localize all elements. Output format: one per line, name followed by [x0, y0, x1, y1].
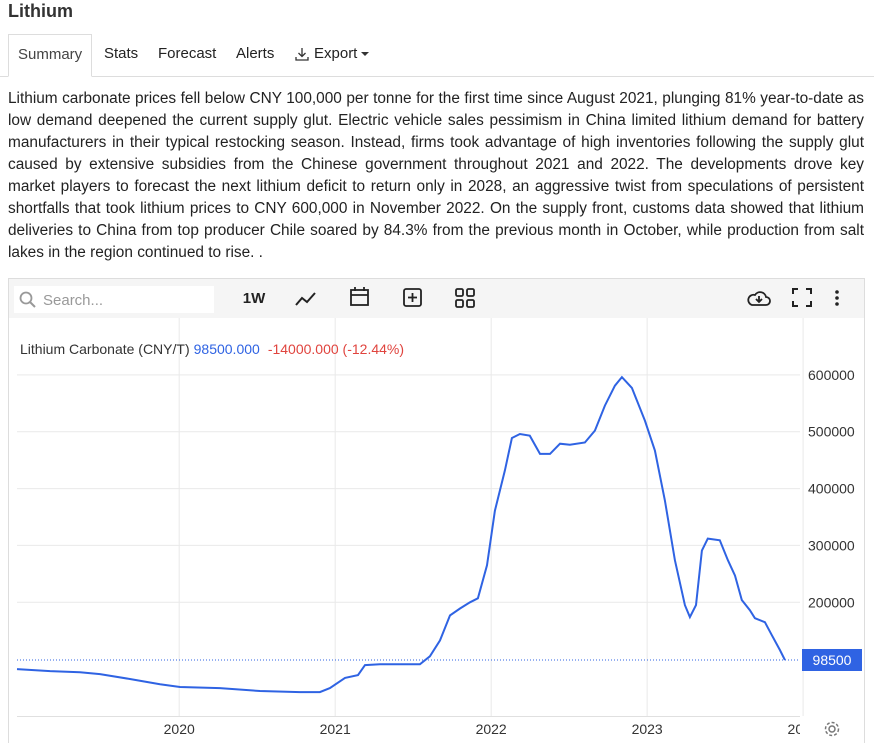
y-tick-label: 200000 [808, 594, 855, 610]
search-icon [19, 291, 33, 305]
settings-button[interactable] [824, 721, 840, 737]
date-button[interactable] [350, 287, 369, 306]
y-tick-label: 300000 [808, 537, 855, 553]
tab[interactable]: Forecast [158, 45, 217, 62]
y-tick-label: 400000 [808, 481, 855, 497]
x-tick-label: 2023 [632, 721, 663, 737]
legend-change: -14000.000 (-12.44%) [268, 341, 404, 357]
x-tick-label: 2021 [320, 721, 351, 737]
download-icon [295, 48, 309, 61]
y-tick-label: 600000 [808, 367, 855, 383]
x-tick-label: 2020 [164, 721, 195, 737]
tab[interactable]: Summary [8, 34, 93, 77]
tab[interactable]: Export [314, 45, 358, 62]
tab-bar: Summary Stats Forecast Alerts Export [0, 34, 874, 77]
indicators-button[interactable] [455, 288, 475, 308]
legend-value: 98500.000 [194, 341, 260, 357]
chart: Search... 1W 2020 2021 2022 2023 2024 200000… [8, 278, 865, 743]
tab[interactable]: Alerts [236, 45, 275, 62]
search-placeholder: Search... [43, 292, 103, 309]
page-title: Lithium [8, 1, 73, 21]
plot-background [9, 318, 864, 743]
price-line [16, 375, 786, 694]
x-tick-label: 2022 [476, 721, 507, 737]
x-tick-label: 2024 [788, 721, 819, 737]
chart-type-button[interactable] [295, 292, 316, 306]
y-tick-label: 500000 [808, 424, 855, 440]
description: Lithium carbonate prices fell below CNY … [8, 90, 864, 261]
last-price-badge [802, 648, 862, 671]
menu-button[interactable] [835, 290, 839, 306]
compare-button[interactable] [403, 288, 422, 307]
caret [361, 52, 369, 56]
fullscreen-button[interactable] [792, 288, 812, 307]
legend-name: Lithium Carbonate (CNY/T) [20, 341, 190, 357]
search-box[interactable] [14, 286, 214, 313]
last-price-label: 98500 [813, 652, 852, 668]
interval-button[interactable]: 1W [243, 290, 266, 307]
legend: Lithium Carbonate (CNY/T) 98500.000 -14000… [20, 341, 404, 357]
tab[interactable]: Stats [104, 45, 139, 62]
download-button[interactable] [747, 291, 771, 306]
search-icon [29, 301, 36, 308]
